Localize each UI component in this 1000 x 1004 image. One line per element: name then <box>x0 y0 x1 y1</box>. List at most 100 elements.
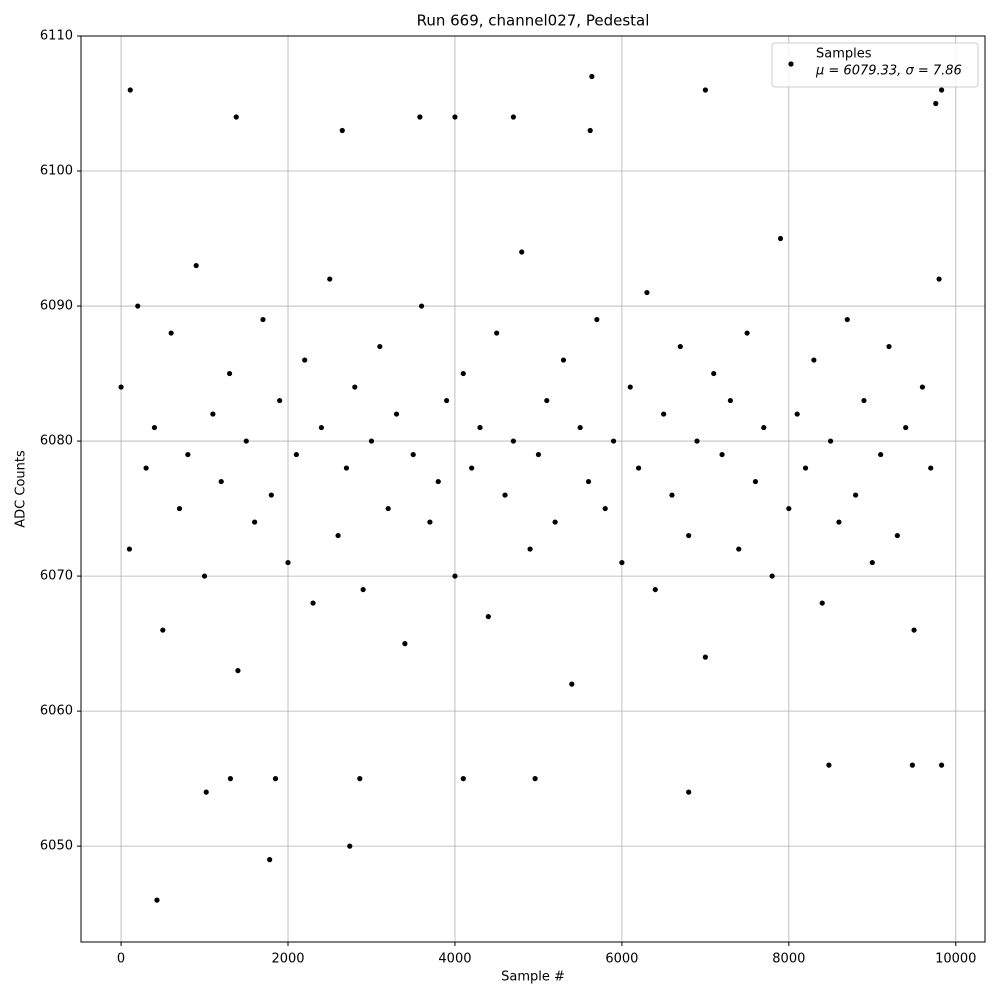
point <box>260 316 266 323</box>
y-tick-label: 6050 <box>40 839 73 854</box>
point <box>285 559 291 566</box>
point <box>686 789 692 795</box>
point <box>502 492 508 498</box>
point <box>936 276 942 282</box>
point <box>587 127 593 134</box>
x-tick-label: 2000 <box>271 952 304 967</box>
point <box>203 789 209 795</box>
point <box>201 573 208 579</box>
point <box>836 519 842 525</box>
point <box>252 519 258 525</box>
point <box>510 438 516 444</box>
point <box>802 465 809 471</box>
x-axis-label: Sample # <box>501 970 565 985</box>
y-tick-label: 6110 <box>40 29 73 44</box>
point <box>686 532 692 539</box>
point <box>869 559 875 566</box>
point <box>357 776 363 782</box>
point <box>602 505 608 512</box>
y-axis-label: ADC Counts <box>14 450 29 528</box>
point <box>769 573 775 579</box>
point <box>903 424 909 431</box>
x-tick-label: 10000 <box>935 952 976 967</box>
point <box>272 776 279 782</box>
point <box>569 681 575 687</box>
point <box>752 478 759 485</box>
point <box>485 613 491 620</box>
point <box>619 559 625 566</box>
point <box>736 546 742 552</box>
chart-title: Run 669, channel027, Pedestal <box>417 12 650 30</box>
point <box>233 114 239 120</box>
point <box>377 343 383 350</box>
point <box>644 289 650 296</box>
point <box>552 519 558 525</box>
point <box>811 357 817 363</box>
point <box>702 654 708 660</box>
point <box>193 262 199 269</box>
plot-frame <box>80 35 986 943</box>
point <box>519 249 525 255</box>
point <box>410 451 416 458</box>
point <box>352 384 358 390</box>
point <box>711 370 717 377</box>
point <box>827 438 834 444</box>
point <box>532 776 538 782</box>
point <box>938 762 945 768</box>
point <box>243 438 249 444</box>
point <box>335 532 341 539</box>
point <box>702 87 708 93</box>
point <box>826 762 832 768</box>
point <box>126 546 133 552</box>
x-tick-label: 6000 <box>605 952 638 967</box>
point <box>168 330 174 336</box>
point <box>635 465 642 471</box>
point <box>527 546 533 552</box>
legend-box <box>771 42 979 88</box>
point <box>417 114 423 120</box>
point <box>585 478 592 485</box>
point <box>368 438 375 444</box>
point <box>938 87 945 93</box>
point <box>719 451 725 458</box>
point <box>861 397 867 404</box>
point <box>339 127 345 134</box>
y-tick-label: 6080 <box>40 434 73 449</box>
point <box>610 438 617 444</box>
point <box>318 424 324 431</box>
point <box>744 330 750 336</box>
point <box>544 397 550 404</box>
point <box>302 357 308 363</box>
point <box>268 492 274 498</box>
point <box>886 343 892 350</box>
point <box>878 451 884 458</box>
point <box>727 397 734 404</box>
point <box>911 627 917 633</box>
point <box>235 668 241 674</box>
point <box>118 384 124 390</box>
point <box>577 424 583 431</box>
legend-label: Samples <box>816 47 872 62</box>
x-tick-label: 8000 <box>772 952 805 967</box>
point <box>761 424 767 431</box>
point <box>226 370 233 377</box>
point <box>694 438 700 444</box>
point <box>327 276 333 282</box>
point <box>494 330 500 336</box>
point <box>669 492 675 498</box>
point <box>427 519 433 525</box>
point <box>154 897 160 903</box>
point <box>393 411 400 417</box>
point <box>794 411 800 417</box>
point <box>135 303 141 309</box>
y-tick-label: 6090 <box>40 299 73 314</box>
point <box>310 600 316 606</box>
point <box>777 235 784 242</box>
point <box>418 303 425 309</box>
point <box>151 424 158 431</box>
point <box>677 343 683 350</box>
point <box>452 114 458 120</box>
y-tick-label: 6070 <box>40 569 73 584</box>
point <box>786 505 792 512</box>
